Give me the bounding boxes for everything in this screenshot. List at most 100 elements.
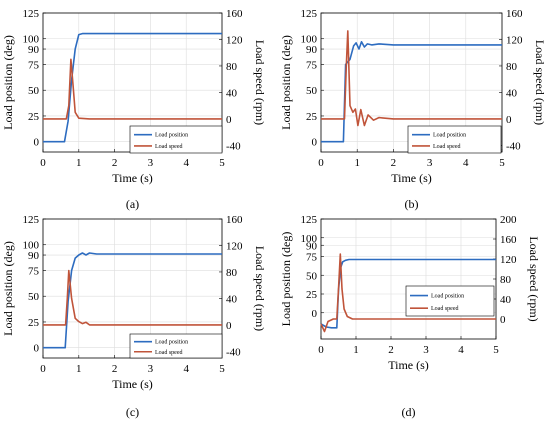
x-tick-label: 0 [318,157,324,169]
x-tick-label: 0 [40,363,46,375]
y-left-axis-label: Load position (deg) [279,35,293,130]
x-tick-label: 2 [388,344,394,356]
x-tick-label: 0 [318,344,324,356]
y-left-tick-label: 90 [306,44,318,56]
y-left-tick-label: 90 [306,240,318,252]
y-left-tick-label: 50 [28,85,40,97]
legend-box [129,333,223,359]
legend-label: Load speed [433,144,461,150]
chart-panel-c: 0 1 2 3 4 5025507590100125-4004080120160Time … [1,214,267,419]
y-left-tick-label: 75 [306,252,318,264]
legend-box [129,125,223,154]
y-right-tick-label: -40 [226,346,241,358]
y-left-tick-label: 25 [306,111,318,123]
panel-label: (c) [126,405,139,419]
y-right-tick-label: 80 [500,274,512,286]
legend-label: Load speed [431,306,459,312]
y-right-tick-label: 0 [226,320,232,332]
y-right-tick-label: 160 [226,214,243,226]
y-left-tick-label: 25 [28,317,40,329]
load-speed-line [320,253,496,333]
legend-box [407,125,502,154]
y-right-tick-label: 40 [226,87,238,99]
y-right-tick-label: 120 [506,34,523,46]
y-right-tick-label: 200 [500,214,517,226]
x-tick-label: 3 [148,157,154,169]
x-tick-label: 1 [76,157,82,169]
y-left-tick-label: 0 [312,308,318,320]
y-left-tick-label: 125 [301,8,318,20]
x-tick-label: 1 [353,344,359,356]
legend-label: Load position [431,294,464,300]
y-left-tick-label: 25 [306,289,318,301]
y-left-tick-label: 25 [28,111,40,123]
load-position-line [43,32,222,143]
y-left-tick-label: 50 [306,85,318,97]
x-tick-label: 2 [391,157,397,169]
y-right-tick-label: -40 [506,140,521,152]
x-tick-label: 5 [493,344,499,356]
x-tick-label: 3 [148,363,154,375]
y-left-tick-label: 125 [301,214,318,226]
legend-box [405,285,495,317]
y-left-tick-label: 100 [23,34,40,46]
x-tick-label: 4 [183,157,189,169]
y-left-tick-label: 75 [306,59,318,71]
y-left-tick-label: 0 [34,343,40,355]
y-right-tick-label: -40 [226,140,241,152]
legend-label: Load position [155,340,188,346]
y-right-tick-label: 40 [506,87,518,99]
y-right-tick-label: 40 [500,294,512,306]
y-left-tick-label: 90 [28,250,40,262]
y-right-axis-label: Load speed (rpm) [253,40,267,125]
x-tick-label: 2 [112,363,118,375]
chart-panel-b: 0 1 2 3 4 5025507590100125-4004080120160Time … [279,8,547,211]
y-left-tick-label: 0 [312,137,318,149]
legend-label: Load position [433,133,466,139]
x-tick-label: 1 [76,363,82,375]
load-speed-line [43,269,222,326]
y-left-tick-label: 100 [301,34,318,46]
y-right-axis-label: Load speed (rpm) [253,246,267,331]
y-right-tick-label: 120 [226,240,243,252]
y-left-tick-label: 50 [28,291,40,303]
chart-legend: Load position Load speed [129,333,223,359]
panel-label: (d) [402,405,416,419]
y-left-tick-label: 0 [34,137,40,149]
x-tick-label: 5 [499,157,505,169]
y-left-axis-label: Load position (deg) [279,232,293,327]
chart-legend: Load position Load speed [129,125,223,154]
panel-label: (a) [126,197,139,211]
x-tick-label: 1 [354,157,360,169]
y-left-tick-label: 125 [23,8,40,20]
load-speed-line [321,30,502,127]
plot-frame [320,218,497,340]
legend-label: Load speed [155,144,183,150]
x-axis-label: Time (s) [391,171,432,185]
load-position-line [43,252,222,349]
x-tick-label: 3 [427,157,433,169]
y-left-tick-label: 75 [28,265,40,277]
y-right-tick-label: 80 [506,61,518,73]
y-right-tick-label: 80 [226,267,238,279]
y-right-tick-label: 120 [500,254,517,266]
x-axis-label: Time (s) [388,358,429,372]
y-right-tick-label: 0 [506,114,512,126]
x-tick-label: 5 [219,157,225,169]
y-left-tick-label: 50 [306,270,318,282]
y-right-tick-label: 80 [226,61,238,73]
y-left-axis-label: Load position (deg) [1,241,15,336]
y-right-tick-label: 160 [500,234,517,246]
y-left-tick-label: 90 [28,44,40,56]
chart-legend: Load position Load speed [407,125,502,154]
load-speed-line [43,58,222,120]
y-left-axis-label: Load position (deg) [1,35,15,130]
x-tick-label: 2 [112,157,118,169]
y-right-axis-label: Load speed (rpm) [533,40,547,125]
x-tick-label: 4 [183,363,189,375]
x-tick-label: 0 [40,157,46,169]
y-right-tick-label: 40 [226,293,238,305]
y-right-axis-label: Load speed (rpm) [527,236,541,321]
y-right-tick-label: 0 [226,114,232,126]
panel-label: (b) [405,197,419,211]
